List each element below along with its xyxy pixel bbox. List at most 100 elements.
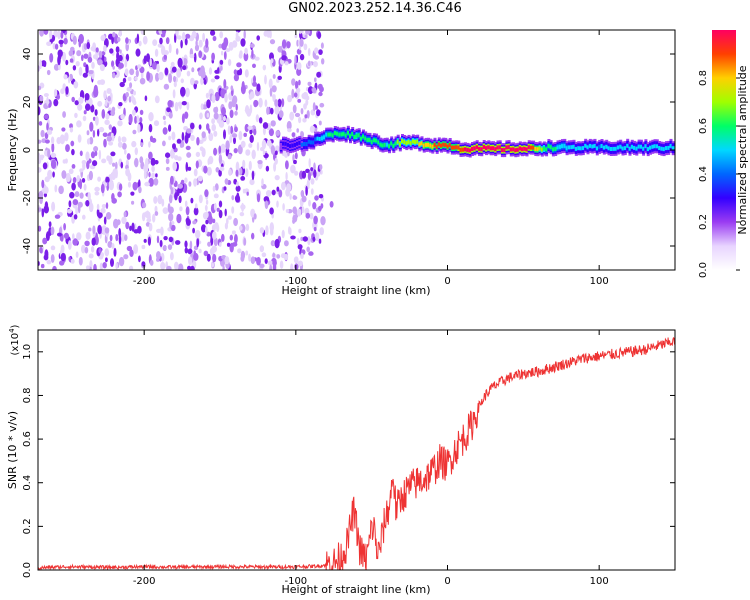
spectrogram-noise-cell-481	[319, 102, 325, 108]
spectrogram-signal-cell-2071	[653, 144, 657, 149]
spectrogram-noise-cell-789	[210, 30, 216, 36]
spectrogram-noise-cell-1220	[165, 166, 170, 171]
spectrogram-noise-cell-397	[162, 207, 169, 215]
spectrogram-signal-cell-1755	[473, 146, 477, 151]
spectrogram-noise-cell-948	[92, 160, 98, 167]
spectrogram-noise-cell-993	[44, 150, 48, 156]
spectrogram-noise-cell-1326	[110, 151, 116, 157]
spectrogram-signal-cell-1607	[392, 143, 396, 148]
spectrogram-noise-cell-1020	[272, 259, 277, 267]
spectrogram-signal-cell-1491	[329, 132, 333, 137]
spectrogram-noise-cell-754	[184, 134, 189, 144]
spectrogram-noise-cell-1322	[158, 71, 164, 81]
spectrogram-noise-cell-1218	[76, 175, 80, 182]
spectrogram-noise-cell-505	[48, 221, 52, 228]
spectrogram-signal-cell-1471	[318, 137, 322, 141]
spectrogram-noise-cell-399	[176, 35, 182, 40]
spectrogram-signal-cell-1987	[605, 144, 609, 149]
spectrogram-noise-cell-913	[261, 252, 267, 258]
snr-y-tick-label-3: 0.6	[22, 431, 33, 447]
snr-y-scale-label: (x104)	[8, 324, 21, 355]
spectrogram-noise-cell-300	[94, 109, 98, 116]
spectrogram-noise-cell-1390	[169, 221, 172, 229]
spectrogram-signal-cell-2091	[664, 146, 668, 151]
spectrogram-noise-cell-317	[97, 128, 100, 137]
spectrogram-noise-cell-367	[89, 136, 94, 145]
spectrogram-signal-cell-1939	[577, 146, 581, 151]
spectrogram-noise-cell-1088	[104, 119, 110, 126]
spectrogram-noise-cell-1081	[153, 196, 158, 204]
spectrogram-noise-cell-830	[83, 110, 87, 115]
spectrogram-signal-cell-1831	[516, 147, 520, 152]
spectrogram-noise-cell-446	[274, 238, 280, 249]
spectrogram-noise-cell-854	[180, 78, 184, 84]
spectrogram-noise-cell-68	[62, 111, 66, 118]
spectrogram-noise-cell-803	[194, 44, 200, 52]
spectrogram-noise-cell-773	[240, 255, 245, 262]
spectrogram-noise-cell-1230	[301, 170, 307, 179]
spectrogram-noise-cell-1165	[188, 256, 193, 266]
spectrogram-noise-cell-1260	[111, 197, 117, 204]
spectrogram-noise-cell-1130	[149, 57, 152, 67]
spectrogram-noise-cell-71	[169, 148, 175, 159]
spectrogram-noise-cell-295	[119, 81, 125, 88]
spectrogram-signal-cell-1911	[561, 144, 564, 149]
spectrogram-noise-cell-4	[115, 46, 120, 53]
spectrogram-noise-cell-414	[214, 91, 220, 102]
spectrogram-noise-cell-1092	[240, 38, 246, 47]
spectrogram-signal-cell-2015	[621, 146, 625, 151]
spectrogram-noise-cell-1062	[102, 132, 108, 138]
spectrogram-noise-cell-518	[202, 32, 206, 43]
spectrogram-signal-cell-1807	[503, 148, 507, 153]
spectrogram-x-ticks: -200 -100 0 100	[133, 30, 609, 287]
spectrogram-noise-cell-132	[84, 240, 90, 247]
spectrogram-noise-cell-920	[68, 256, 71, 262]
spectrogram-noise-cell-332	[107, 241, 113, 248]
spectrogram-noise-cell-927	[208, 132, 214, 142]
spectrogram-noise-cell-820	[100, 183, 105, 194]
spectrogram-noise-cell-1209	[174, 101, 179, 112]
spectrogram-noise-cell-231	[295, 80, 299, 90]
spectrogram-noise-cell-482	[229, 109, 234, 119]
spectrogram-noise-cell-1138	[110, 132, 114, 138]
spectrogram-noise-cell-1173	[42, 237, 48, 245]
spectrogram-noise-cell-802	[240, 140, 246, 148]
spectrogram-noise-cell-1114	[231, 98, 237, 108]
spectrogram-noise-cell-911	[233, 178, 238, 185]
spectrogram-signal-cell-1647	[414, 140, 417, 145]
spectrogram-noise-cell-686	[190, 134, 195, 141]
spectrogram-noise-cell-1206	[100, 34, 106, 42]
spectrogram-noise-cell-1008	[104, 227, 110, 234]
snr-y-tick-label-0: 0.0	[22, 562, 33, 578]
spectrogram-noise-cell-1267	[176, 213, 182, 224]
spectrogram-noise-cell-1342	[129, 225, 132, 231]
spectrogram-noise-cell-951	[159, 239, 163, 248]
spectrogram-signal-cell-1599	[388, 144, 391, 149]
spectrogram-noise-cell-448	[214, 75, 220, 80]
spectrogram-noise-cell-841	[127, 76, 132, 82]
spectrogram-noise-cell-377	[144, 181, 150, 187]
spectrogram-noise-cell-1321	[232, 40, 238, 48]
spectrogram-signal-cell-1415	[286, 142, 290, 147]
spectrogram-noise-cell-1183	[139, 77, 146, 85]
spectrogram-noise-cell-1164	[166, 107, 171, 113]
spectrogram-noise-cell-1335	[143, 55, 147, 64]
spectrogram-noise-cell-344	[188, 181, 192, 187]
spectrogram-signal-cell-1463	[314, 137, 318, 142]
spectrogram-noise-cell-420	[54, 184, 58, 193]
spectrogram-noise-cell-326	[190, 77, 195, 86]
spectrogram-signal-cell-2095	[667, 145, 671, 150]
spectrogram-noise-cell-1374	[99, 64, 105, 72]
spectrogram-noise-cell-981	[69, 127, 74, 133]
spectrogram-noise-cell-1352	[154, 160, 159, 165]
spectrogram-noise-cell-433	[139, 156, 144, 164]
spectrogram-noise-cell-1186	[199, 112, 203, 120]
spectrogram-noise-cell-819	[274, 107, 279, 115]
spectrogram-noise-cell-1034	[54, 43, 59, 50]
spectrogram-noise-cell-1143	[154, 211, 159, 216]
spectrogram-noise-cell-631	[177, 101, 183, 107]
spectrogram-signal-cell-1527	[349, 134, 352, 139]
spectrogram-noise-cell-1064	[171, 66, 177, 73]
spectrogram-noise-cell-825	[213, 130, 218, 137]
spectrogram-noise-cell-1263	[205, 38, 209, 49]
